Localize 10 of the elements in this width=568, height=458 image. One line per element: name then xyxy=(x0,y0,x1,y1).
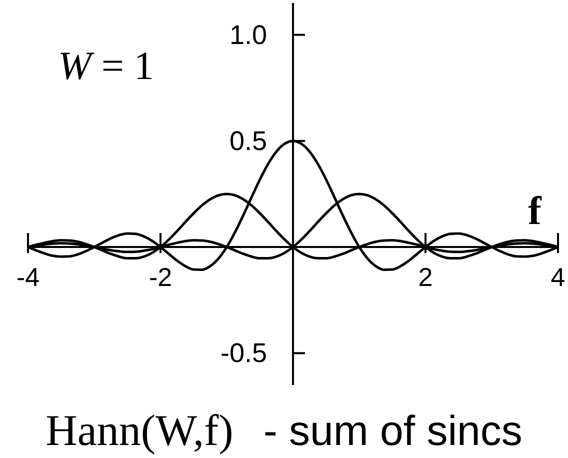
text: Hann(W,f) - sum of sincs xyxy=(46,406,522,455)
x-tick-label: -4 xyxy=(16,262,40,292)
y-tick-label: -0.5 xyxy=(220,338,267,368)
x-axis-title: f xyxy=(528,188,542,234)
y-tick-label: 1.0 xyxy=(229,20,267,50)
y-tick-label: 0.5 xyxy=(229,126,267,156)
annotation: W = 1 xyxy=(58,43,154,88)
x-tick-label: 2 xyxy=(418,262,433,292)
x-tick-label: 4 xyxy=(550,262,566,292)
x-tick-label: -2 xyxy=(148,262,172,292)
